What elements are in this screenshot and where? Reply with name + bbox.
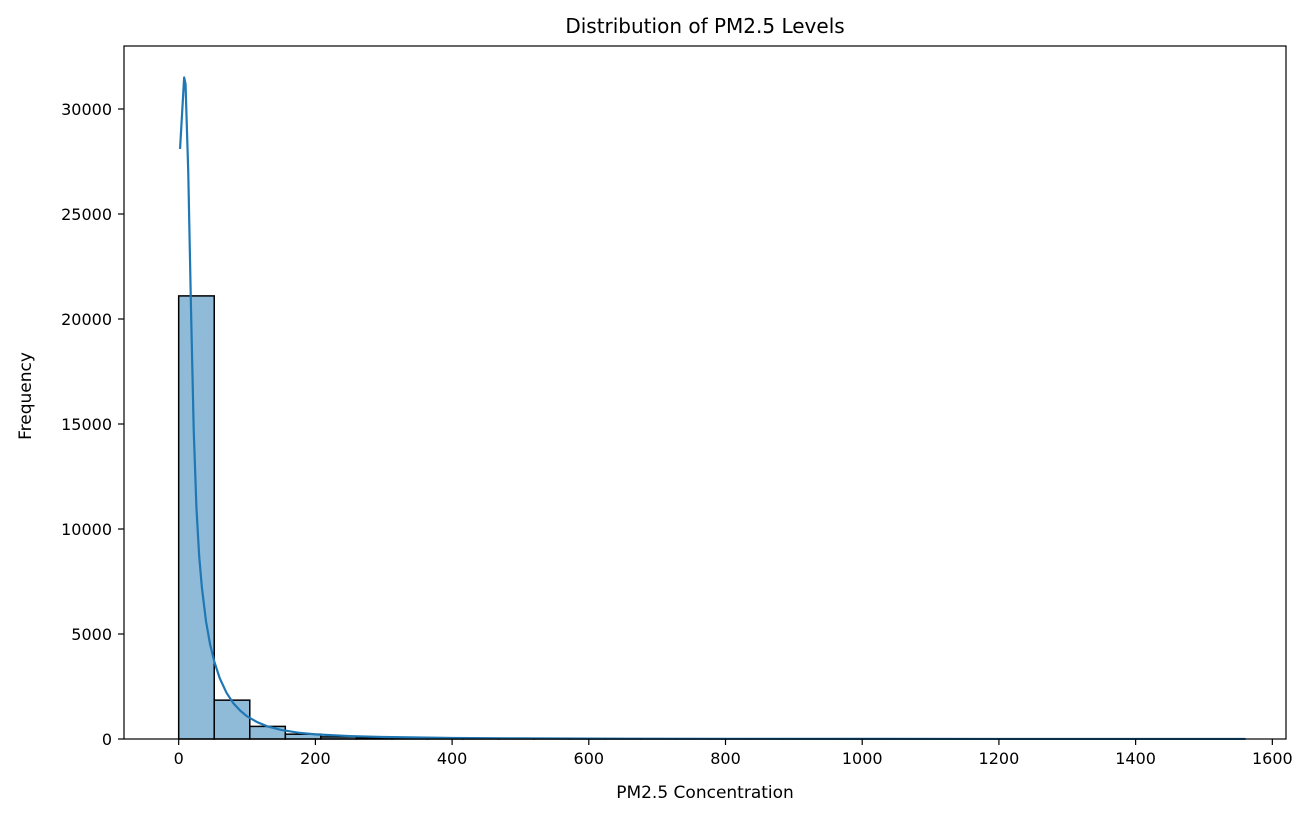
y-axis-ticks: 0 5000 10000 15000 20000 25000 30000	[61, 100, 124, 749]
chart-title: Distribution of PM2.5 Levels	[565, 14, 844, 38]
x-axis-title: PM2.5 Concentration	[616, 783, 794, 803]
x-tick-label: 1000	[842, 749, 883, 768]
histogram-bar-2	[249, 725, 287, 740]
y-tick-label: 15000	[61, 415, 112, 434]
x-tick-label: 400	[437, 749, 468, 768]
y-tick-label: 5000	[71, 625, 112, 644]
histogram-bar-1	[213, 699, 251, 740]
y-tick-label: 10000	[61, 520, 112, 539]
y-tick-label: 20000	[61, 310, 112, 329]
x-tick-label: 1600	[1252, 749, 1293, 768]
y-tick-label: 30000	[61, 100, 112, 119]
plot-frame	[123, 45, 1287, 740]
x-tick-label: 1200	[979, 749, 1020, 768]
x-tick-label: 600	[574, 749, 605, 768]
x-axis-ticks: 0 200 400 600 800 1000 1200 1400 1600	[174, 739, 1293, 768]
y-tick-label: 0	[102, 730, 112, 749]
y-tick-label: 25000	[61, 205, 112, 224]
x-tick-label: 800	[710, 749, 741, 768]
x-tick-label: 0	[174, 749, 184, 768]
x-tick-label: 1400	[1115, 749, 1156, 768]
x-tick-label: 200	[300, 749, 331, 768]
y-axis-title: Frequency	[16, 352, 36, 440]
